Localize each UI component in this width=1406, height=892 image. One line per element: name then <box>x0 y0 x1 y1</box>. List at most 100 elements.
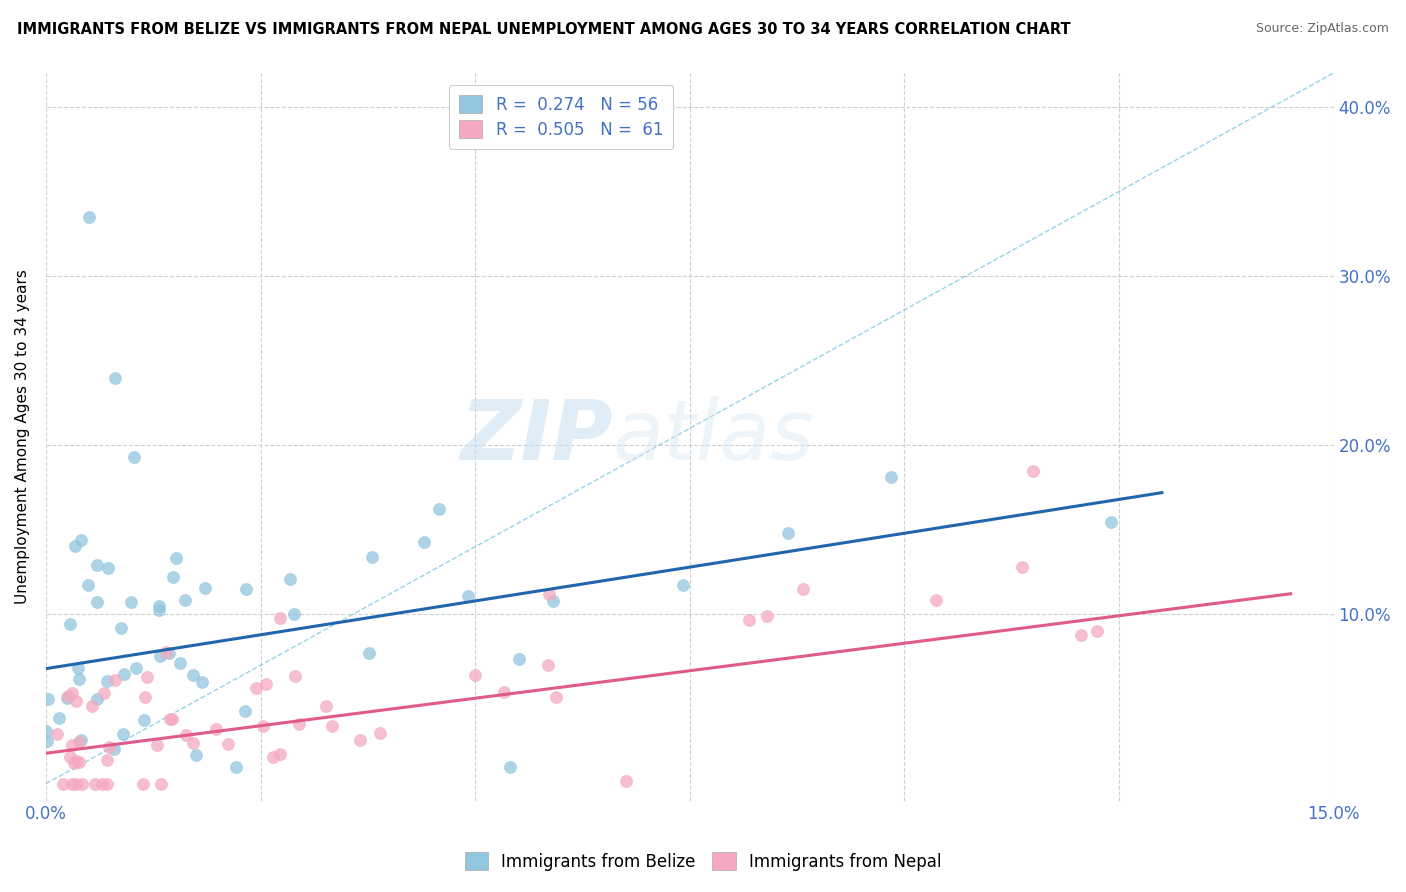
Point <box>280 572 302 586</box>
Point <box>288 717 311 731</box>
Point <box>103 741 125 756</box>
Point <box>72 777 94 791</box>
Point <box>146 738 169 752</box>
Point <box>125 661 148 675</box>
Point <box>269 610 291 624</box>
Point <box>110 621 132 635</box>
Text: IMMIGRANTS FROM BELIZE VS IMMIGRANTS FROM NEPAL UNEMPLOYMENT AMONG AGES 30 TO 34: IMMIGRANTS FROM BELIZE VS IMMIGRANTS FRO… <box>17 22 1070 37</box>
Point <box>97 561 120 575</box>
Point <box>52 777 75 791</box>
Point <box>537 658 560 673</box>
Point <box>284 669 307 683</box>
Point <box>149 649 172 664</box>
Point <box>181 667 204 681</box>
Text: atlas: atlas <box>613 396 814 477</box>
Point <box>77 210 100 224</box>
Point <box>65 777 87 791</box>
Point <box>86 595 108 609</box>
Point <box>45 727 67 741</box>
Point <box>155 644 177 658</box>
Point <box>1099 515 1122 529</box>
Point <box>508 651 530 665</box>
Point <box>233 704 256 718</box>
Point <box>62 738 84 752</box>
Point <box>136 670 159 684</box>
Point <box>70 533 93 548</box>
Point <box>148 602 170 616</box>
Point <box>412 535 434 549</box>
Point <box>925 593 948 607</box>
Point <box>614 774 637 789</box>
Point <box>97 740 120 755</box>
Point <box>544 690 567 705</box>
Point <box>1085 624 1108 639</box>
Point <box>157 646 180 660</box>
Point <box>134 713 156 727</box>
Point <box>132 777 155 791</box>
Point <box>254 677 277 691</box>
Point <box>776 525 799 540</box>
Point <box>880 470 903 484</box>
Text: Source: ZipAtlas.com: Source: ZipAtlas.com <box>1256 22 1389 36</box>
Point <box>792 582 814 596</box>
Point <box>56 689 79 703</box>
Y-axis label: Unemployment Among Ages 30 to 34 years: Unemployment Among Ages 30 to 34 years <box>15 269 30 604</box>
Point <box>169 656 191 670</box>
Point <box>37 691 59 706</box>
Point <box>368 726 391 740</box>
Point <box>59 750 82 764</box>
Point <box>134 690 156 705</box>
Point <box>427 501 450 516</box>
Text: ZIP: ZIP <box>460 396 613 477</box>
Point <box>65 754 87 768</box>
Point <box>35 724 58 739</box>
Point <box>245 681 267 695</box>
Point <box>96 777 118 791</box>
Point <box>86 691 108 706</box>
Point <box>269 747 291 761</box>
Point <box>63 539 86 553</box>
Point <box>148 599 170 613</box>
Point <box>120 595 142 609</box>
Point <box>492 685 515 699</box>
Point <box>541 593 564 607</box>
Point <box>69 733 91 747</box>
Point <box>186 748 208 763</box>
Point <box>225 760 247 774</box>
Point <box>77 578 100 592</box>
Point <box>84 777 107 791</box>
Point <box>173 593 195 607</box>
Point <box>204 722 226 736</box>
Point <box>67 735 90 749</box>
Point <box>165 551 187 566</box>
Point <box>111 727 134 741</box>
Point <box>194 581 217 595</box>
Point <box>315 698 337 713</box>
Point <box>191 674 214 689</box>
Point <box>360 550 382 565</box>
Point <box>160 712 183 726</box>
Point <box>103 673 125 688</box>
Point <box>321 719 343 733</box>
Point <box>60 686 83 700</box>
Point <box>464 667 486 681</box>
Point <box>1011 559 1033 574</box>
Point <box>235 582 257 597</box>
Point <box>150 777 173 791</box>
Point <box>65 693 87 707</box>
Point <box>159 712 181 726</box>
Legend: R =  0.274   N = 56, R =  0.505   N =  61: R = 0.274 N = 56, R = 0.505 N = 61 <box>449 85 673 149</box>
Point <box>80 698 103 713</box>
Point <box>457 590 479 604</box>
Point <box>96 753 118 767</box>
Point <box>672 577 695 591</box>
Point <box>349 733 371 747</box>
Point <box>217 737 239 751</box>
Point <box>537 587 560 601</box>
Point <box>93 686 115 700</box>
Point <box>96 673 118 688</box>
Point <box>66 661 89 675</box>
Point <box>56 690 79 705</box>
Point <box>262 750 284 764</box>
Point <box>37 734 59 748</box>
